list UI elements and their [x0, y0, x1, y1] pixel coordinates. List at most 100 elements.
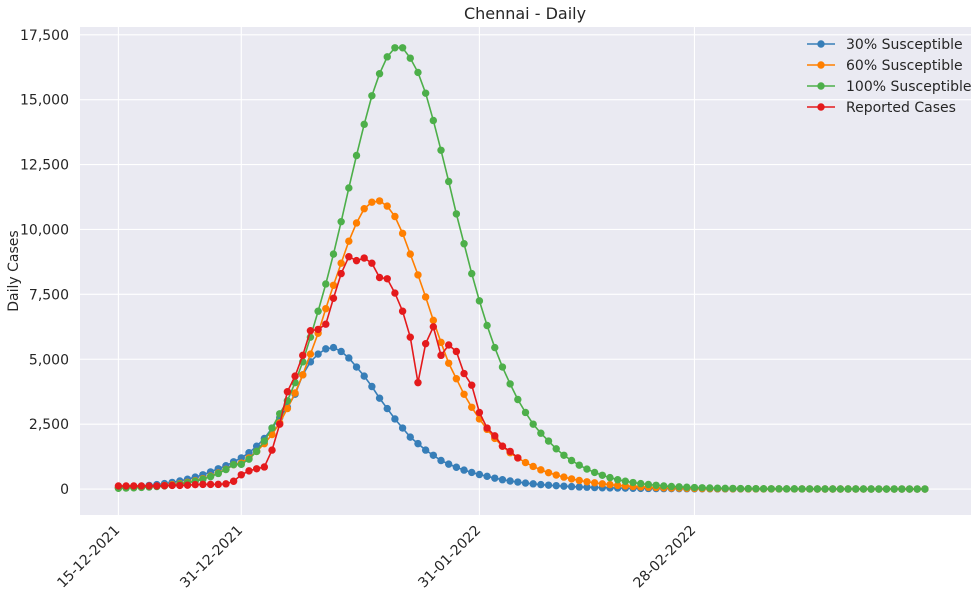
data-point	[352, 219, 361, 227]
legend-marker	[817, 40, 825, 48]
data-point	[437, 351, 445, 360]
data-point	[606, 480, 614, 489]
data-point	[506, 380, 514, 388]
data-point	[498, 363, 507, 371]
legend-item: Reported Cases	[807, 100, 956, 116]
chart-title: Chennai - Daily	[464, 4, 586, 23]
data-point	[890, 485, 898, 493]
data-point	[383, 404, 391, 413]
data-point	[498, 442, 507, 450]
data-point	[183, 481, 192, 489]
data-point	[736, 484, 745, 493]
data-point	[214, 480, 222, 489]
data-point	[229, 477, 238, 485]
data-point	[345, 354, 353, 362]
data-point	[375, 273, 384, 282]
data-point	[322, 280, 330, 288]
y-tick-label: 10,000	[20, 222, 69, 238]
legend-item: 30% Susceptible	[807, 37, 963, 53]
data-point	[406, 333, 414, 341]
data-point	[199, 475, 207, 483]
data-point	[368, 92, 376, 100]
data-point	[252, 465, 261, 473]
x-tick-label: 28-02-2022	[630, 523, 699, 591]
data-point	[444, 341, 453, 349]
data-point	[260, 463, 269, 471]
data-point	[283, 388, 292, 396]
data-point	[329, 281, 338, 289]
data-point	[813, 485, 822, 493]
data-point	[314, 350, 322, 358]
data-point	[237, 471, 245, 479]
data-point	[529, 420, 537, 428]
data-point	[214, 469, 222, 478]
data-point	[191, 480, 199, 489]
data-point	[429, 316, 438, 325]
data-point	[583, 478, 591, 486]
data-point	[675, 483, 683, 491]
data-point	[475, 470, 484, 479]
legend-item: 100% Susceptible	[807, 79, 972, 95]
data-point	[337, 269, 345, 278]
data-point	[444, 359, 453, 367]
data-point	[360, 372, 368, 380]
data-point	[613, 476, 622, 484]
data-point	[468, 381, 476, 389]
data-point	[759, 485, 768, 493]
data-point	[421, 89, 430, 97]
data-point	[829, 485, 837, 493]
data-point	[283, 404, 292, 413]
data-point	[560, 451, 568, 459]
data-point	[406, 250, 414, 258]
data-point	[398, 307, 407, 315]
data-point	[544, 437, 553, 445]
data-point	[360, 120, 368, 129]
data-point	[329, 250, 338, 258]
data-point	[437, 338, 445, 347]
data-point	[360, 254, 368, 262]
data-point	[368, 198, 376, 206]
data-point	[329, 294, 338, 302]
data-point	[222, 465, 230, 474]
data-point	[806, 485, 814, 493]
data-point	[276, 420, 284, 428]
data-point	[199, 480, 207, 489]
data-point	[391, 289, 399, 297]
data-point	[598, 480, 607, 488]
data-point	[521, 408, 530, 417]
y-tick-label: 15,000	[20, 93, 69, 109]
data-point	[690, 483, 699, 492]
y-tick-label: 5,000	[29, 352, 69, 368]
data-point	[299, 351, 307, 360]
data-point	[429, 116, 438, 125]
data-point	[468, 403, 476, 411]
data-point	[414, 378, 422, 387]
x-tick-label: 15-12-2021	[54, 523, 123, 591]
data-point	[291, 372, 299, 380]
data-point	[414, 68, 422, 77]
data-point	[452, 210, 461, 218]
data-point	[345, 253, 353, 261]
y-axis-ticks: 0 2,500 5,000 7,500 10,000 12,500 15,000 17,500	[20, 28, 69, 498]
data-point	[145, 482, 153, 490]
data-point	[483, 424, 491, 432]
data-point	[429, 451, 438, 459]
data-point	[644, 480, 653, 489]
data-point	[491, 432, 499, 440]
data-point	[537, 429, 545, 437]
data-point	[345, 237, 353, 245]
data-point	[299, 371, 307, 379]
data-point	[444, 177, 453, 186]
data-point	[652, 481, 660, 489]
data-point	[245, 455, 253, 463]
data-point	[260, 437, 269, 445]
data-point	[752, 484, 760, 493]
data-point	[882, 485, 891, 493]
data-point	[437, 146, 445, 154]
data-point	[368, 382, 376, 391]
x-tick-label: 31-01-2022	[415, 523, 484, 591]
data-point	[821, 485, 829, 493]
data-point	[337, 347, 345, 356]
data-point	[475, 297, 484, 305]
